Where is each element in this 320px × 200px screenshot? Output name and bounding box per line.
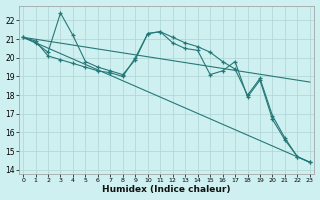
X-axis label: Humidex (Indice chaleur): Humidex (Indice chaleur) (102, 185, 231, 194)
